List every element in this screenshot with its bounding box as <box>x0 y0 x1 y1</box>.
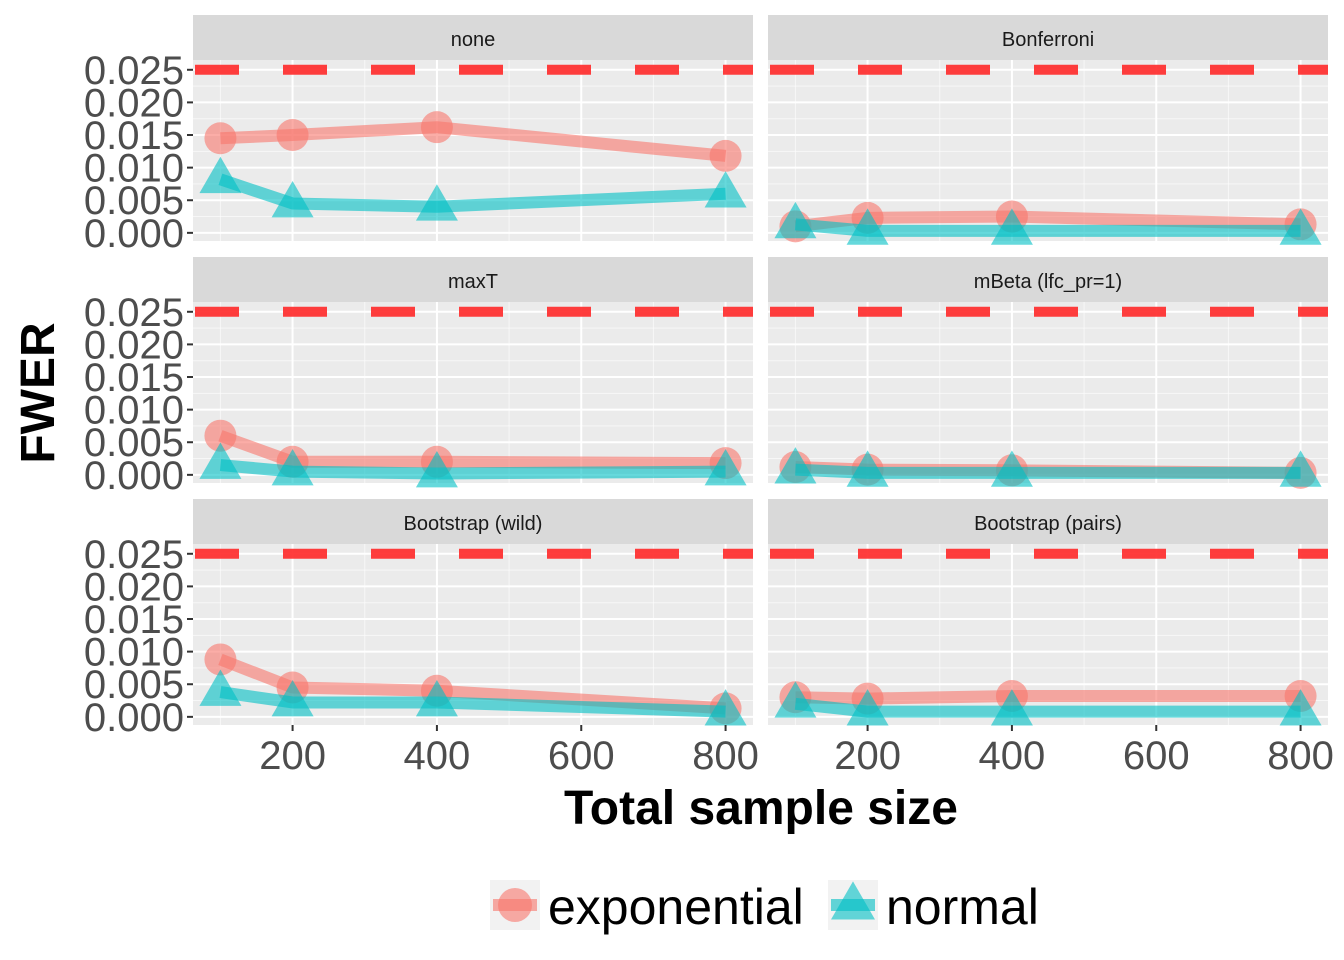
panel-2: maxT <box>193 257 753 488</box>
point-normal <box>199 442 242 479</box>
point-normal <box>990 689 1033 726</box>
point-exponential <box>204 122 237 155</box>
point-normal <box>774 447 817 484</box>
series-line-exponential <box>218 653 726 715</box>
series-line-normal <box>794 697 1301 718</box>
point-normal <box>199 156 242 194</box>
strip-1 <box>768 15 1328 60</box>
point-normal <box>415 450 458 488</box>
y-tick-label: 0.015 <box>84 114 184 158</box>
point-normal <box>415 679 458 717</box>
y-tick-label: 0.020 <box>84 565 184 609</box>
point-normal <box>990 208 1033 245</box>
y-tick-label: 0.015 <box>84 356 184 400</box>
strip-title-5: Bootstrap (pairs) <box>974 513 1122 535</box>
legend-circle-icon <box>498 888 532 922</box>
y-tick-label: 0.005 <box>84 179 184 223</box>
point-exponential <box>204 419 237 452</box>
strip-title-1: Bonferroni <box>1002 29 1094 51</box>
strip-4 <box>193 499 753 544</box>
point-normal <box>774 681 817 718</box>
point-normal <box>704 689 747 726</box>
strip-title-4: Bootstrap (wild) <box>404 513 543 535</box>
strip-title-2: maxT <box>448 271 498 293</box>
strip-3 <box>768 257 1328 302</box>
facet-panels: none Bonferroni maxT mBeta (lfc_pr=1) Bootst… <box>193 15 1328 726</box>
strip-title-0: none <box>451 29 496 51</box>
series-line-exponential <box>795 689 1301 705</box>
strip-0 <box>193 15 753 60</box>
point-exponential <box>204 643 237 676</box>
x-tick-label: 800 <box>692 734 759 778</box>
y-tick-label: 0.005 <box>84 421 184 465</box>
point-normal <box>271 180 314 218</box>
y-tick-label: 0.020 <box>84 323 184 367</box>
point-normal <box>774 201 817 239</box>
point-normal <box>1279 208 1322 245</box>
point-normal <box>271 679 314 717</box>
panel-1: Bonferroni <box>768 15 1328 245</box>
point-normal <box>271 449 314 486</box>
x-tick-label: 400 <box>979 734 1046 778</box>
series-line-normal <box>219 686 726 718</box>
y-tick-label: 0.025 <box>84 49 184 93</box>
point-normal <box>415 184 458 221</box>
legend-item-normal: normal <box>828 879 1039 935</box>
point-normal <box>990 450 1033 487</box>
point-normal <box>704 449 747 486</box>
point-normal <box>846 450 889 487</box>
strip-title-3: mBeta (lfc_pr=1) <box>974 271 1122 293</box>
y-tick-label: 0.025 <box>84 533 184 577</box>
strip-2 <box>193 257 753 302</box>
y-tick-label: 0.000 <box>84 212 184 256</box>
panel-3: mBeta (lfc_pr=1) <box>768 257 1328 489</box>
point-exponential <box>709 139 742 172</box>
strip-5 <box>768 499 1328 544</box>
legend-label: exponential <box>548 879 804 935</box>
x-tick-label: 600 <box>548 734 615 778</box>
legend-label: normal <box>886 879 1039 935</box>
y-axis-title: FWER <box>12 322 65 463</box>
y-tick-label: 0.005 <box>84 663 184 707</box>
y-tick-label: 0.020 <box>84 81 184 125</box>
x-axis-title: Total sample size <box>564 782 958 835</box>
point-normal <box>846 208 889 245</box>
plot-background-3 <box>768 302 1328 483</box>
series-line-normal <box>794 218 1301 237</box>
x-tick-label: 400 <box>404 734 471 778</box>
y-tick-label: 0.025 <box>84 291 184 335</box>
point-normal <box>1279 689 1322 726</box>
x-tick-label: 600 <box>1123 734 1190 778</box>
panel-4: Bootstrap (wild) <box>193 499 753 726</box>
series-line-normal <box>218 173 726 213</box>
point-exponential <box>420 111 453 144</box>
legend-triangle-icon <box>831 881 875 920</box>
x-tick-label: 200 <box>259 734 326 778</box>
x-tick-label: 800 <box>1267 734 1334 778</box>
legend: exponential normal <box>490 879 1039 935</box>
series-line-normal <box>219 459 726 480</box>
point-normal <box>1279 450 1322 487</box>
series-line-normal <box>795 463 1301 479</box>
x-tick-label: 200 <box>834 734 901 778</box>
point-exponential <box>276 119 309 152</box>
point-normal <box>704 171 747 208</box>
y-tick-label: 0.000 <box>84 454 184 498</box>
series-line-exponential <box>220 121 727 162</box>
y-tick-label: 0.015 <box>84 598 184 642</box>
series-line-exponential <box>218 430 726 470</box>
point-normal <box>199 669 242 706</box>
panel-5: Bootstrap (pairs) <box>768 499 1328 726</box>
legend-item-exponential: exponential <box>490 879 804 935</box>
panel-0: none <box>193 15 753 241</box>
y-tick-label: 0.010 <box>84 631 184 675</box>
y-tick-label: 0.000 <box>84 696 184 740</box>
point-normal <box>846 689 889 726</box>
y-tick-label: 0.010 <box>84 389 184 433</box>
axes: 0.0000.0050.0100.0150.0200.0250.0000.005… <box>84 49 1334 778</box>
y-tick-label: 0.010 <box>84 147 184 191</box>
